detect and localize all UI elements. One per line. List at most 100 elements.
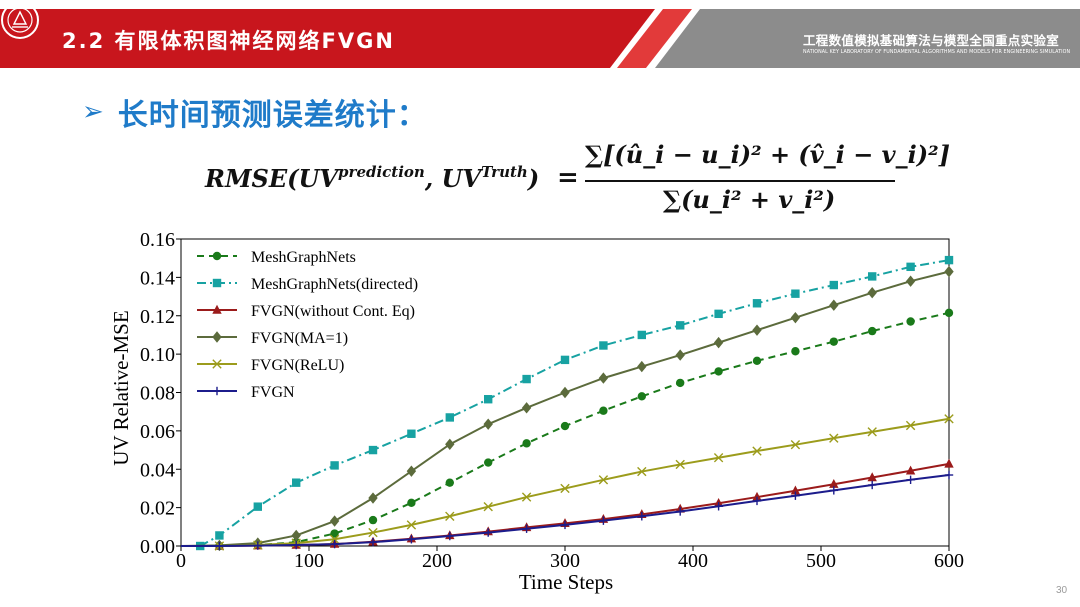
diamond-marker <box>790 311 801 324</box>
y-tick-label: 0.02 <box>140 498 175 520</box>
plus-marker <box>292 540 301 550</box>
triangle-marker <box>752 491 762 501</box>
circle-marker <box>445 478 454 487</box>
square-marker <box>522 374 531 384</box>
circle-marker <box>791 347 800 356</box>
square-marker <box>368 445 378 455</box>
x-tick-label: 600 <box>934 550 964 572</box>
plus-marker <box>215 541 224 551</box>
x-marker <box>637 466 647 477</box>
plus-marker <box>484 528 493 537</box>
square-marker <box>829 280 838 290</box>
triangle-marker <box>867 472 877 482</box>
plus-marker <box>253 541 262 550</box>
section-heading: ➢ 长时间预测误差统计 ： <box>82 92 428 133</box>
diamond-marker <box>867 287 877 299</box>
x-tick-label: 500 <box>806 550 836 572</box>
diamond-marker <box>406 465 417 477</box>
formula-fraction-bar <box>585 180 895 182</box>
diamond-marker <box>368 492 378 504</box>
square-marker <box>330 461 339 470</box>
plus-marker <box>212 386 222 396</box>
y-tick-label: 0.00 <box>140 536 175 558</box>
x-marker <box>483 501 493 512</box>
circle-marker <box>484 458 493 467</box>
diamond-marker <box>905 275 916 287</box>
x-marker <box>445 511 455 521</box>
diamond-marker <box>713 336 724 349</box>
x-tick-label: 0 <box>176 550 186 572</box>
diamond-marker <box>483 418 493 430</box>
triangle-marker <box>212 304 222 314</box>
diamond-marker <box>829 299 839 311</box>
plus-marker <box>944 470 954 480</box>
header-background <box>0 0 1080 75</box>
legend-entry: FVGN(MA=1) <box>197 330 348 347</box>
x-marker <box>713 453 724 463</box>
legend-entry: MeshGraphNets <box>197 249 356 266</box>
plus-marker <box>906 475 915 485</box>
y-tick-label: 0.08 <box>140 383 175 405</box>
section-heading-text: 长时间预测误差统计 <box>117 98 397 133</box>
square-marker <box>637 330 646 340</box>
square-marker <box>676 321 685 330</box>
y-tick-label: 0.04 <box>140 459 175 481</box>
plus-marker <box>445 531 454 541</box>
square-marker <box>407 429 416 438</box>
circle-marker <box>714 367 723 376</box>
axis-ticks: 0 100 200 300 400 500 600 0.00 0.02 0.04 0.06 0.08 0… <box>140 229 964 572</box>
circle-marker <box>676 378 685 388</box>
plus-marker <box>368 537 378 547</box>
diamond-marker <box>560 386 570 399</box>
plus-marker <box>407 535 416 544</box>
formula-lhs: RMSE(UVprediction, UVTruth) <box>205 163 540 193</box>
diamond-marker <box>291 529 301 542</box>
circle-marker <box>944 308 954 318</box>
legend-label: FVGN <box>251 384 295 401</box>
x-marker <box>867 427 877 437</box>
rmse-formula: RMSE(UVprediction, UVTruth) = ∑[(û_i − u… <box>205 130 950 220</box>
triangle-marker <box>829 479 839 488</box>
x-marker <box>752 446 762 456</box>
formula-numerator: ∑[(û_i − u_i)² + (v̂_i − v_i)²] <box>585 140 950 169</box>
x-marker <box>944 414 954 424</box>
x-marker <box>212 359 222 369</box>
y-tick-label: 0.16 <box>140 229 175 251</box>
plus-marker <box>791 491 800 500</box>
square-marker <box>714 309 723 319</box>
page-number: 30 <box>1056 585 1068 596</box>
legend-entry: FVGN(without Cont. Eq) <box>197 303 415 320</box>
plus-marker <box>330 539 339 549</box>
series-line <box>181 259 950 547</box>
lab-subtitle: NATIONAL KEY LABORATORY OF FUNDAMENTAL A… <box>803 50 1071 55</box>
x-marker <box>406 520 417 530</box>
lab-name: 工程数值模拟基础算法与模型全国重点实验室 <box>803 33 1060 48</box>
y-tick-label: 0.12 <box>140 306 175 328</box>
x-marker <box>368 527 378 538</box>
plus-marker <box>637 512 646 521</box>
x-marker <box>560 483 570 494</box>
x-tick-label: 200 <box>422 550 452 572</box>
x-marker <box>829 433 839 443</box>
square-marker <box>752 299 762 308</box>
diamond-marker <box>521 402 532 414</box>
legend-entry: FVGN(ReLU) <box>197 357 344 374</box>
plus-marker <box>522 524 531 533</box>
y-tick-label: 0.06 <box>140 421 175 443</box>
circle-marker <box>407 498 416 508</box>
x-tick-label: 400 <box>678 550 708 572</box>
plus-marker <box>676 507 685 516</box>
circle-marker <box>906 317 915 326</box>
diamond-marker <box>944 265 954 278</box>
square-marker <box>906 262 915 272</box>
y-tick-label: 0.10 <box>140 344 175 366</box>
series-1 <box>181 255 954 551</box>
x-marker <box>521 492 532 502</box>
square-marker <box>292 478 301 487</box>
x-marker <box>675 459 685 470</box>
diamond-marker <box>675 349 685 361</box>
circle-marker <box>868 326 877 336</box>
square-marker <box>599 341 608 350</box>
x-marker <box>905 420 916 431</box>
